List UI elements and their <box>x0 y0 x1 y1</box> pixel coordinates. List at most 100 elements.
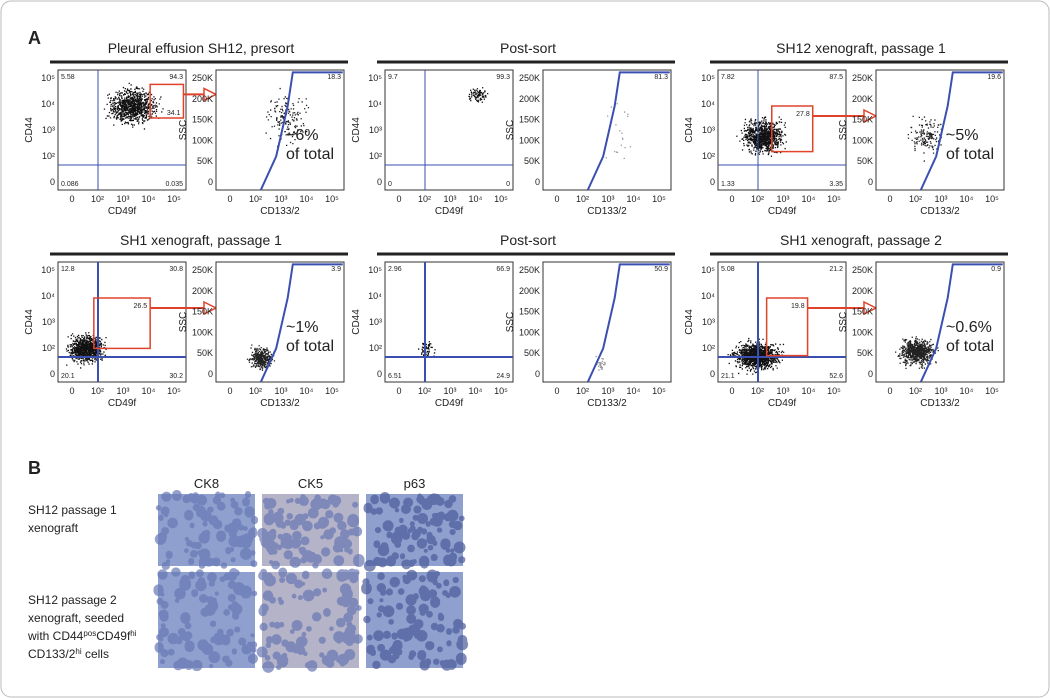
annotation: of total <box>946 146 994 163</box>
y-tick-label: 250K <box>852 265 873 275</box>
y-tick-label: 150K <box>192 115 213 125</box>
y-tick-label: 10⁵ <box>368 265 382 275</box>
x-tick-label: 10² <box>576 194 589 204</box>
x-axis-label: CD133/2 <box>260 206 300 217</box>
x-tick-label: 10⁵ <box>167 386 181 396</box>
y-tick-label: 100K <box>519 135 540 145</box>
gate-arrow-head <box>203 87 218 102</box>
x-tick-label: 10³ <box>443 386 456 396</box>
x-tick-label: 0 <box>887 194 892 204</box>
y-tick-label: 0 <box>377 177 382 187</box>
y-tick-label: 10² <box>702 343 715 353</box>
y-tick-label: 50K <box>857 348 873 358</box>
quadrant-value: 30.2 <box>169 373 183 380</box>
x-tick-label: 0 <box>69 386 74 396</box>
x-tick-label: 10² <box>91 386 104 396</box>
y-tick-label: 150K <box>519 115 540 125</box>
y-tick-label: 50K <box>857 156 873 166</box>
y-tick-label: 150K <box>192 307 213 317</box>
gate-arrow-head <box>863 108 878 124</box>
y-tick-label: 10⁴ <box>41 291 55 301</box>
y-tick-label: 150K <box>852 115 873 125</box>
gate <box>771 105 814 153</box>
x-tick-label: 10⁵ <box>985 194 999 204</box>
y-tick-label: 10³ <box>369 317 382 327</box>
quadrant-value: 87.5 <box>829 74 843 81</box>
plot-box <box>215 261 345 383</box>
y-axis-label: SSC <box>178 312 189 333</box>
gate-value: 50.9 <box>654 266 668 273</box>
column-header: p63 <box>404 476 426 491</box>
x-tick-label: 10⁵ <box>827 386 841 396</box>
quadrant-value: 30.8 <box>169 266 183 273</box>
annotation: of total <box>946 338 994 355</box>
y-tick-label: 150K <box>519 307 540 317</box>
x-tick-label: 10⁴ <box>627 386 641 396</box>
x-axis-label: CD133/2 <box>920 206 960 217</box>
y-axis-label: CD44 <box>24 117 35 143</box>
dot-cloud <box>468 87 489 103</box>
dot-cloud <box>595 355 606 371</box>
y-tick-label: 10⁵ <box>41 265 55 275</box>
gate-value: 0.9 <box>991 266 1001 273</box>
sort-gate <box>919 71 1003 191</box>
gate-value: 19.6 <box>987 74 1001 81</box>
x-axis-label: CD133/2 <box>920 398 960 409</box>
x-tick-label: 0 <box>227 386 232 396</box>
plot-box <box>875 69 1005 191</box>
quadrant-value: 6.51 <box>388 373 402 380</box>
y-tick-label: 10³ <box>702 317 715 327</box>
gate-value: 26.5 <box>134 303 148 310</box>
y-tick-label: 10³ <box>42 317 55 327</box>
y-tick-label: 0 <box>208 369 213 379</box>
y-tick-label: 0 <box>50 369 55 379</box>
y-tick-label: 10³ <box>702 125 715 135</box>
quadrant-value: 52.6 <box>829 373 843 380</box>
group-title: Post-sort <box>500 40 556 56</box>
x-tick-label: 10² <box>418 386 431 396</box>
gate-value: 34.1 <box>167 110 181 117</box>
x-tick-label: 10³ <box>776 386 789 396</box>
x-tick-label: 10³ <box>601 194 614 204</box>
dot-cloud <box>895 336 939 369</box>
y-tick-label: 0 <box>868 177 873 187</box>
y-tick-label: 0 <box>208 177 213 187</box>
x-tick-label: 10³ <box>776 194 789 204</box>
x-tick-label: 10⁵ <box>652 386 666 396</box>
quadrant-value: 0.086 <box>61 181 79 188</box>
row-label: SH12 passage 2 <box>28 593 117 607</box>
x-tick-label: 10² <box>418 194 431 204</box>
dot-cloud <box>418 341 436 358</box>
y-tick-label: 10⁵ <box>41 73 55 83</box>
x-tick-label: 10⁵ <box>827 194 841 204</box>
x-tick-label: 0 <box>729 386 734 396</box>
plot-box <box>384 261 514 383</box>
quadrant-value: 3.35 <box>829 181 843 188</box>
plot-box <box>215 69 345 191</box>
y-axis-label: CD44 <box>684 117 695 143</box>
plot-box <box>542 69 672 191</box>
y-axis-label: SSC <box>178 120 189 141</box>
quadrant-value: 12.8 <box>61 266 75 273</box>
y-tick-label: 50K <box>197 156 213 166</box>
quadrant-value: 1.33 <box>721 181 735 188</box>
x-tick-label: 10³ <box>116 194 129 204</box>
y-tick-label: 10⁴ <box>368 291 382 301</box>
sort-gate <box>259 71 343 191</box>
x-tick-label: 10⁴ <box>802 386 816 396</box>
x-tick-label: 0 <box>396 386 401 396</box>
x-tick-label: 10⁵ <box>985 386 999 396</box>
x-tick-label: 10³ <box>274 194 287 204</box>
x-axis-label: CD49f <box>768 398 797 409</box>
x-tick-label: 0 <box>227 194 232 204</box>
y-axis-label: CD44 <box>351 117 362 143</box>
annotation: ~5% <box>946 127 978 144</box>
gate <box>93 297 151 350</box>
y-tick-label: 250K <box>519 265 540 275</box>
y-tick-label: 100K <box>192 327 213 337</box>
y-tick-label: 100K <box>852 135 873 145</box>
y-tick-label: 10⁵ <box>368 73 382 83</box>
x-axis-label: CD133/2 <box>587 206 627 217</box>
y-axis-label: SSC <box>838 312 849 333</box>
x-tick-label: 10⁵ <box>325 386 339 396</box>
